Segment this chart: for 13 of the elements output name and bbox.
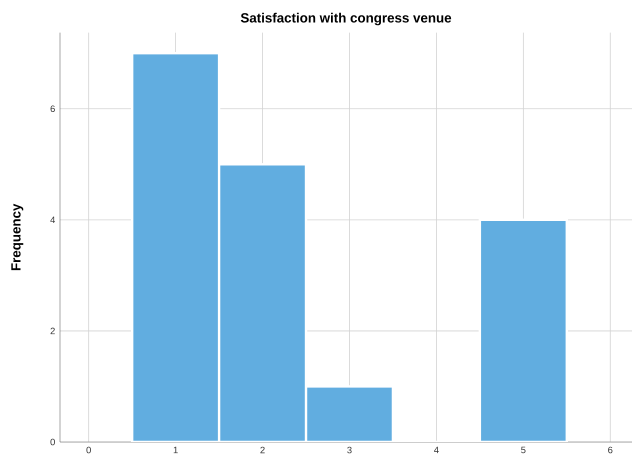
chart-title: Satisfaction with congress venue (240, 12, 452, 26)
y-tick-label: 0 (50, 438, 55, 446)
y-tick-label: 4 (50, 216, 56, 224)
x-tick-label: 2 (260, 446, 265, 454)
y-axis-title: Frequency (11, 204, 24, 270)
x-tick-label: 5 (521, 446, 526, 454)
x-tick-label: 3 (347, 446, 352, 454)
x-tick-label: 4 (434, 446, 439, 454)
y-tick-label: 6 (50, 105, 55, 112)
x-tick-label: 0 (86, 446, 91, 454)
y-tick-label: 2 (50, 328, 55, 334)
x-tick-label: 1 (174, 446, 178, 454)
x-tick-label: 6 (608, 446, 612, 454)
